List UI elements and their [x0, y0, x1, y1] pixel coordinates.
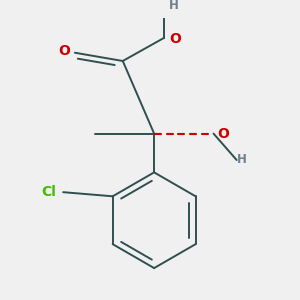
Text: O: O	[58, 44, 70, 58]
Text: O: O	[169, 32, 181, 46]
Text: Cl: Cl	[42, 185, 57, 199]
Text: H: H	[169, 0, 179, 12]
Text: O: O	[218, 128, 230, 141]
Text: H: H	[237, 154, 247, 166]
